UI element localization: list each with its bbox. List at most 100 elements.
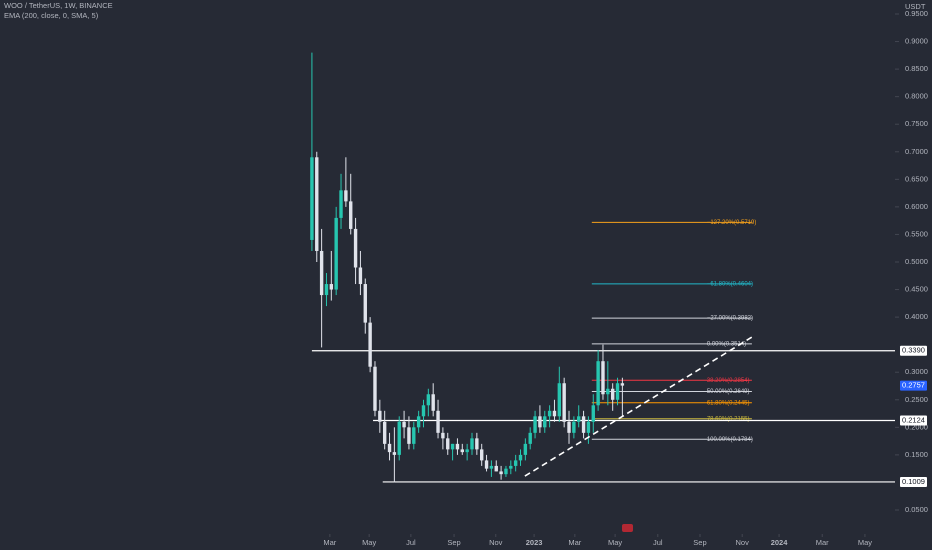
candle-body xyxy=(547,410,552,417)
candle-body xyxy=(349,201,353,229)
x-tick-label: Sep xyxy=(693,538,706,547)
candle-body xyxy=(523,443,528,455)
candle-body xyxy=(528,432,532,444)
candle-body xyxy=(431,394,435,411)
x-tick-label: Nov xyxy=(489,538,503,547)
candle-body xyxy=(441,432,445,439)
candle-body xyxy=(475,438,479,450)
y-tick-label: 0.7000 xyxy=(905,147,928,156)
x-tick-label: Jul xyxy=(653,538,663,547)
candle-body xyxy=(382,421,387,444)
x-tick-label: Jul xyxy=(406,538,416,547)
price-label-box xyxy=(900,345,927,356)
candle-body xyxy=(329,284,334,290)
y-tick-label: 0.0500 xyxy=(905,505,928,514)
x-tick-label: May xyxy=(858,538,872,547)
candle-body xyxy=(324,284,329,296)
candle-body xyxy=(450,443,455,450)
y-tick-label: 0.6000 xyxy=(905,202,928,211)
fib-label: −27.00%(0.3982) xyxy=(707,316,753,322)
candle-body xyxy=(446,438,450,450)
candle-body xyxy=(339,190,343,218)
fib-label: −61.80%(0.4604) xyxy=(707,281,753,287)
replay-icon[interactable] xyxy=(622,524,633,532)
x-tick-label: May xyxy=(362,538,376,547)
y-tick-label: 0.3000 xyxy=(905,367,928,376)
candle-body xyxy=(392,452,397,455)
candle-body xyxy=(421,405,426,417)
currency-label: USDT xyxy=(905,2,926,11)
candle-body xyxy=(460,449,464,453)
y-tick-label: 0.8500 xyxy=(905,64,928,73)
price-label: 0.2124 xyxy=(902,415,925,424)
candle-body xyxy=(562,383,566,422)
x-tick-label: Mar xyxy=(568,538,581,547)
candle-body xyxy=(552,410,557,417)
x-tick-label: Nov xyxy=(736,538,750,547)
candle-body xyxy=(344,190,348,202)
y-tick-label: 0.4000 xyxy=(905,312,928,321)
y-tick-label: 0.2500 xyxy=(905,395,928,404)
candle-body xyxy=(509,465,513,469)
y-tick-label: 0.1500 xyxy=(905,450,928,459)
candle-body xyxy=(319,250,324,296)
chart-title: WOO / TetherUS, 1W, BINANCE xyxy=(4,1,113,10)
candle-body xyxy=(470,438,474,450)
candle-body xyxy=(494,465,498,472)
candle-body xyxy=(363,284,367,323)
y-tick-label: 0.9500 xyxy=(905,9,928,18)
candle-body xyxy=(416,416,421,428)
candle-body xyxy=(513,460,518,466)
y-tick-label: 0.5000 xyxy=(905,257,928,266)
candle-body xyxy=(533,416,537,433)
y-tick-label: 0.2000 xyxy=(905,422,928,431)
price-label: 0.1009 xyxy=(902,477,925,486)
candle-body xyxy=(538,416,542,428)
candle-body xyxy=(368,322,372,367)
candle-body xyxy=(489,465,494,469)
price-label-box xyxy=(900,415,927,426)
candle-body xyxy=(378,410,382,422)
candle-body xyxy=(353,228,358,268)
candle-body xyxy=(591,405,595,422)
fib-label: 0.00%(0.3514) xyxy=(707,341,746,347)
fib-label: 78.60%(0.2155) xyxy=(707,416,750,422)
fib-label: 61.80%(0.2445) xyxy=(707,400,750,406)
candle-body xyxy=(543,416,547,428)
x-tick-label: Sep xyxy=(447,538,460,547)
candle-body xyxy=(620,383,625,386)
candle-body xyxy=(581,416,586,433)
candle-body xyxy=(310,157,314,240)
candle-body xyxy=(567,421,571,433)
candle-body xyxy=(387,443,392,453)
candle-body xyxy=(586,421,591,433)
x-tick-label: May xyxy=(608,538,622,547)
candle-body xyxy=(479,449,484,461)
fib-label: 38.20%(0.2854) xyxy=(707,378,750,384)
candle-body xyxy=(606,388,610,395)
candle-body xyxy=(484,460,489,469)
candle-body xyxy=(504,468,508,475)
y-tick-label: 0.5500 xyxy=(905,229,928,238)
candle-body xyxy=(499,471,503,475)
candle-body xyxy=(557,383,562,417)
candle-body xyxy=(610,388,615,400)
candle-body xyxy=(572,421,576,433)
y-tick-label: 0.9000 xyxy=(905,37,928,46)
price-label-box xyxy=(900,476,927,487)
indicator-label: EMA (200, close, 0, SMA, 5) xyxy=(4,11,99,20)
candle-body xyxy=(397,421,401,455)
current-price-box xyxy=(900,380,927,391)
candle-body xyxy=(596,361,600,406)
candle-body xyxy=(426,394,431,406)
candle-body xyxy=(601,361,605,395)
candle-body xyxy=(577,416,581,422)
candle-body xyxy=(407,427,411,444)
candle-body xyxy=(518,454,523,461)
fib-label: 100.00%(0.1784) xyxy=(707,437,753,443)
y-tick-label: 0.8000 xyxy=(905,92,928,101)
x-tick-label: Mar xyxy=(323,538,336,547)
